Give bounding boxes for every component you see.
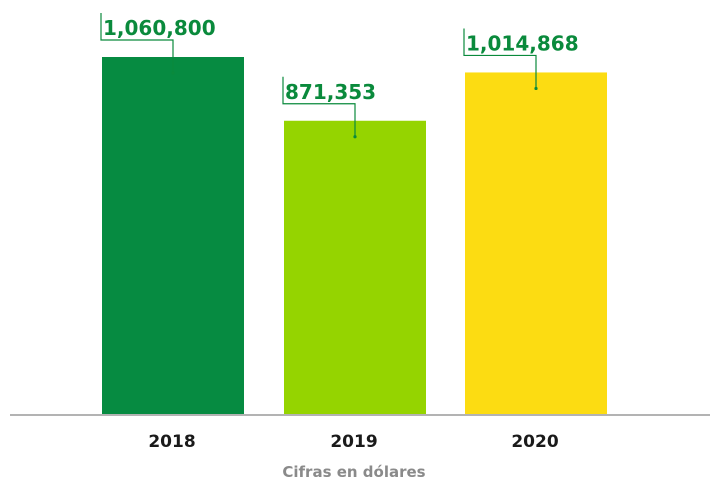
leader-dot-2019: [353, 135, 357, 139]
data-label-2019: 871,353: [285, 80, 376, 104]
leader-line-2020: [463, 28, 537, 89]
bar-2019: [284, 120, 426, 415]
x-tick-label-2020: 2020: [511, 432, 558, 452]
leader-dot-2020: [534, 86, 538, 91]
x-tick-label-2019: 2019: [330, 432, 377, 452]
leader-line-2019: [282, 76, 356, 137]
data-labels-layer: 1,060,800 871,353 1,014,868: [100, 13, 579, 139]
data-label-2018: 1,060,800: [103, 16, 216, 40]
leader-line-2018: [100, 13, 174, 73]
bar-2018: [102, 57, 244, 414]
bars-layer: [102, 57, 607, 415]
data-label-2020: 1,014,868: [466, 31, 579, 55]
x-tick-labels-layer: 2018 2019 2020: [148, 432, 558, 452]
x-tick-label-2018: 2018: [148, 432, 195, 452]
bar-2020: [465, 72, 607, 414]
x-axis-title: Cifras en dólares: [282, 463, 425, 481]
leader-dot-2018: [171, 71, 175, 75]
